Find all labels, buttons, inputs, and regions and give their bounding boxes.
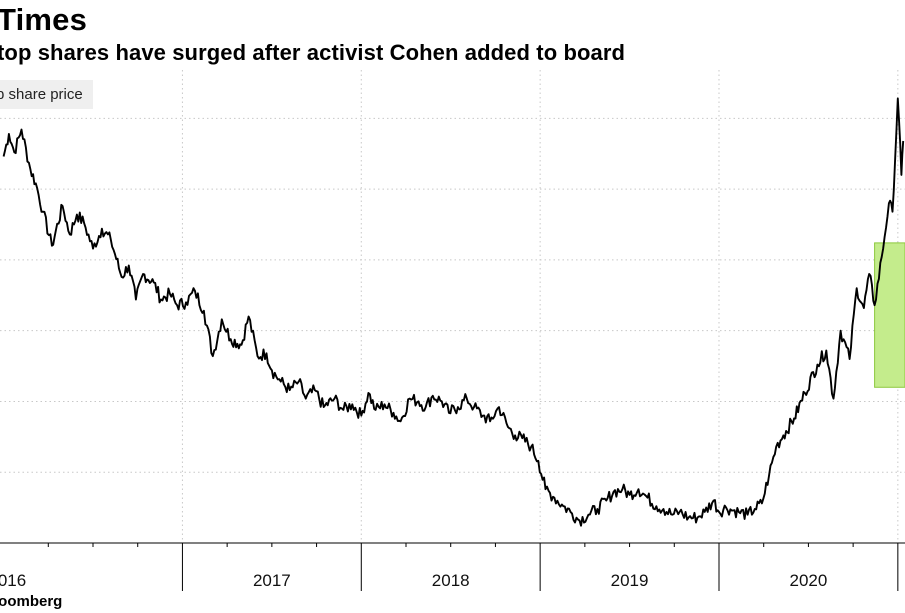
- series-line-0: [2, 97, 905, 527]
- x-axis: 016 2017 2018 2019 2020: [0, 542, 905, 591]
- source-credit: loomberg: [0, 593, 63, 610]
- x-tick-label: 2019: [611, 571, 649, 590]
- series-layer: [2, 97, 905, 527]
- legend-item: p share price: [0, 80, 93, 109]
- x-tick-label: 2020: [790, 571, 828, 590]
- x-tick-label: 016: [0, 571, 26, 590]
- highlight-box-layer: [874, 242, 905, 388]
- chart-title: Times: [0, 2, 88, 37]
- x-tick-label: 2018: [432, 571, 470, 590]
- chart-subtitle: top shares have surged after activist Co…: [0, 40, 626, 65]
- highlight-box: [874, 242, 905, 388]
- x-tick-label: 2017: [253, 571, 291, 590]
